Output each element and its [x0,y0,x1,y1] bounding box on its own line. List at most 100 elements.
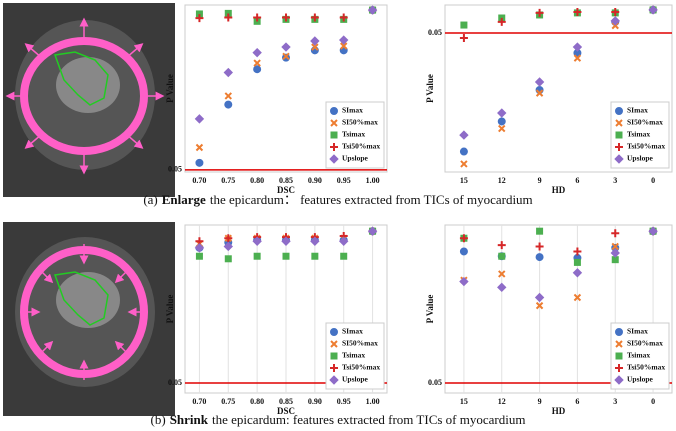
legend-marker [615,143,623,151]
mri-image-shrink [3,222,175,416]
legend-label: Upslope [627,375,654,384]
point [310,13,319,22]
x-tick-label: 0.80 [250,397,264,406]
point [224,13,233,22]
x-tick-label: 12 [498,176,506,185]
caption: (b) Shrink the epicardum: features extract… [151,412,526,427]
point [252,47,262,58]
legend-marker [330,107,338,115]
point [195,14,204,23]
legend-label: Tsimax [627,351,650,360]
legend-label: Tsi50%max [342,142,380,151]
point [498,252,506,260]
point [573,258,581,266]
legend-label: SImax [627,106,648,115]
x-tick-label: 0.90 [308,397,322,406]
point [535,253,544,262]
x-tick-label: 0.70 [192,397,206,406]
point [572,268,583,278]
x-tick-label: 0.85 [279,176,293,185]
caption-text: the epicardum： features extracted from T… [210,192,533,207]
legend-label: Tsi50%max [627,142,665,151]
point [339,236,349,246]
point [194,114,205,124]
point [610,16,620,26]
point [195,158,204,167]
point [534,77,545,87]
legend-label: SImax [342,327,363,336]
point [611,242,619,251]
legend-label: Tsimax [342,130,365,139]
legend: SImax SI50%max Tsimax Tsi50%max Upslope [325,101,385,169]
legend-marker [615,340,623,348]
x-tick-label: 0 [651,397,655,406]
legend-marker [330,328,338,336]
point [253,65,262,74]
legend-marker [330,143,338,151]
y-tick-label: 0.05 [168,165,182,174]
legend-marker [615,364,623,372]
y-axis-label: P Value [165,74,175,103]
x-tick-label: 12 [498,397,506,406]
legend-marker [330,352,338,360]
point [223,67,233,78]
point [497,282,507,293]
point [282,13,290,22]
point [611,229,620,238]
point [339,13,348,22]
point [536,227,544,235]
y-tick-label: 0.05 [428,378,442,387]
x-tick-label: 9 [538,397,542,406]
point [223,241,233,252]
caption-label: (a) [143,192,157,207]
x-tick-label: 0.75 [221,397,235,406]
legend-marker [329,375,339,385]
point [195,252,203,260]
point [611,7,620,16]
point [573,247,582,256]
point [340,42,348,50]
x-tick-label: 1.00 [366,397,380,406]
legend-marker [330,364,338,372]
point [573,54,582,62]
point [535,89,544,97]
x-tick-label: 0.90 [308,176,322,185]
legend-label: SI50%max [342,339,378,348]
legend-marker [614,375,624,385]
legend-marker [330,119,338,127]
point [253,59,261,67]
point [535,8,544,17]
legend-label: SImax [627,327,648,336]
x-axis-label: HD [552,185,566,195]
point [311,252,319,260]
legend-marker [614,154,624,164]
legend-marker [330,340,338,348]
caption-emphasis: Shrink [170,412,209,427]
point [459,147,468,156]
point [340,252,348,260]
point [194,243,205,253]
x-tick-label: 0.85 [279,397,293,406]
legend-label: Tsi50%max [627,363,665,372]
point [282,52,290,61]
legend-label: SI50%max [342,118,378,127]
point [611,21,619,30]
x-tick-label: 0.80 [250,176,264,185]
x-tick-label: 0.75 [221,176,235,185]
x-axis-label: HD [552,406,566,416]
legend-label: SI50%max [627,339,663,348]
point [497,17,506,26]
point [572,42,583,52]
point [282,252,290,260]
point [497,117,506,126]
point [535,301,544,310]
point [498,124,506,133]
x-tick-label: 6 [575,397,579,406]
legend-label: Tsimax [342,351,365,360]
legend-marker [329,154,339,164]
legend-marker [330,131,338,139]
caption-label: (b) [151,412,166,427]
y-axis-label: P Value [425,295,435,324]
point [224,255,232,263]
point [497,108,507,118]
